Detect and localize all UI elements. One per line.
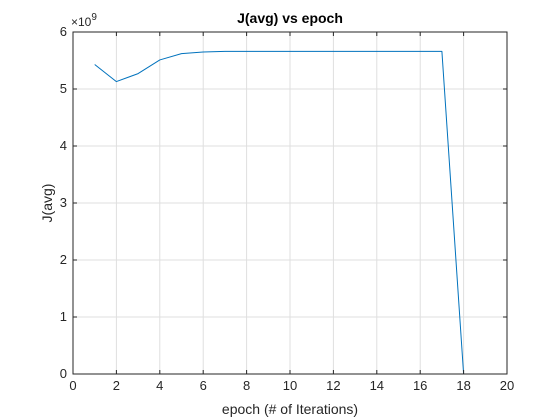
- y-tick-labels: 0 1 2 3 4 5 6: [60, 24, 67, 381]
- x-tick-label: 16: [413, 378, 427, 393]
- x-tick-label: 2: [113, 378, 120, 393]
- x-tick-label: 18: [456, 378, 470, 393]
- ticks: [72, 31, 508, 375]
- y-tick-label: 0: [60, 366, 67, 381]
- y-multiplier-base: ×10: [71, 15, 92, 29]
- y-tick-label: 1: [60, 309, 67, 324]
- y-tick-label: 2: [60, 252, 67, 267]
- y-multiplier-label: ×109: [71, 12, 97, 29]
- y-tick-label: 4: [60, 138, 67, 153]
- series-line: [94, 50, 507, 375]
- series-layer: [94, 50, 507, 375]
- y-axis-label: J(avg): [39, 184, 55, 223]
- x-tick-label: 14: [370, 378, 384, 393]
- chart-title: J(avg) vs epoch: [237, 10, 343, 26]
- y-multiplier-exponent: 9: [91, 12, 97, 23]
- x-tick-label: 10: [283, 378, 297, 393]
- y-tick-label: 5: [60, 81, 67, 96]
- x-tick-label: 6: [200, 378, 207, 393]
- x-tick-label: 0: [69, 378, 76, 393]
- x-tick-label: 4: [156, 378, 163, 393]
- x-tick-labels: 0 2 4 6 8 10 12 14 16 18 20: [69, 378, 514, 393]
- x-tick-label: 12: [326, 378, 340, 393]
- grid: [73, 32, 507, 374]
- y-tick-label: 3: [60, 195, 67, 210]
- x-tick-label: 20: [500, 378, 514, 393]
- x-tick-label: 8: [243, 378, 250, 393]
- x-axis-label: epoch (# of Iterations): [222, 401, 358, 417]
- y-tick-label: 6: [60, 24, 67, 39]
